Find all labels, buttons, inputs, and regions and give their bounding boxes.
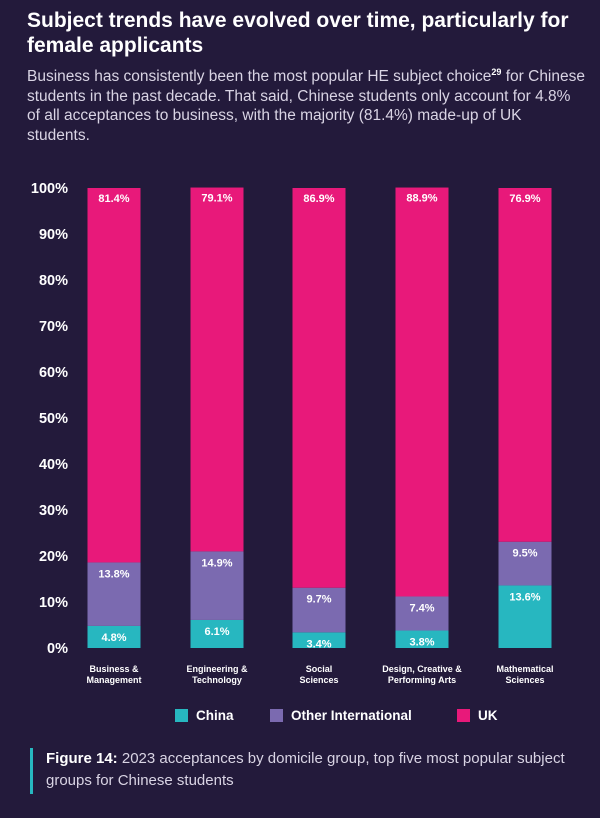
category-label: Sciences xyxy=(505,675,544,685)
bar-segment xyxy=(395,596,449,631)
data-label: 88.9% xyxy=(406,193,437,205)
y-tick-label: 90% xyxy=(39,227,68,243)
bar-segment xyxy=(87,188,141,563)
bar-segment xyxy=(498,541,552,586)
category-label: Technology xyxy=(192,675,242,685)
legend-item: Other International xyxy=(270,708,412,723)
stacked-bar-chart: 0% 10% 20% 30% 40% 50% 60% 70% 80% 90% 100% 4.8% 13… xyxy=(31,181,554,685)
bar-segment xyxy=(395,187,449,597)
figure-label: Figure 14: xyxy=(46,750,118,767)
data-label: 3.4% xyxy=(306,638,331,650)
y-tick-label: 10% xyxy=(39,595,68,611)
data-label: 79.1% xyxy=(201,193,232,205)
bar-segment xyxy=(292,587,346,633)
bars xyxy=(87,187,552,648)
legend: China Other International UK xyxy=(0,708,600,728)
data-label: 7.4% xyxy=(409,602,434,614)
data-label: 86.9% xyxy=(303,193,334,205)
chart-title: Subject trends have evolved over time, p… xyxy=(27,9,569,57)
bar-segment xyxy=(395,630,449,648)
figure-caption-text: 2023 acceptances by domicile group, top … xyxy=(46,750,565,789)
data-label: 13.6% xyxy=(509,591,540,603)
legend-item: China xyxy=(175,708,234,723)
y-axis: 0% 10% 20% 30% 40% 50% 60% 70% 80% 90% 100% xyxy=(31,181,68,657)
footnote-ref: 29 xyxy=(491,67,502,77)
bar-segment xyxy=(190,187,244,552)
y-tick-label: 80% xyxy=(39,273,68,289)
data-label: 76.9% xyxy=(509,193,540,205)
legend-swatch xyxy=(457,709,470,722)
data-labels: 4.8% 13.8% 81.4% 6.1% 14.9% 79.1% 3.4% 9.7% 86.9… xyxy=(98,193,540,651)
subtitle-text-cont: for Chinese students in the past decade.… xyxy=(27,68,585,144)
bar-segment xyxy=(87,562,141,626)
bar-segment xyxy=(292,632,346,648)
chart-subtitle: Business has consistently been the most … xyxy=(27,67,587,145)
data-label: 6.1% xyxy=(204,626,229,638)
figure-caption: Figure 14: 2023 acceptances by domicile … xyxy=(30,748,586,794)
category-label: Business & xyxy=(89,664,139,674)
y-tick-label: 40% xyxy=(39,457,68,473)
bar-segment xyxy=(498,585,552,648)
data-label: 9.5% xyxy=(512,548,537,560)
bar-segment xyxy=(292,188,346,588)
legend-label: Other International xyxy=(291,708,412,723)
legend-swatch xyxy=(175,709,188,722)
y-tick-label: 70% xyxy=(39,319,68,335)
data-label: 4.8% xyxy=(101,632,126,644)
legend-label: UK xyxy=(478,708,498,723)
bar-segment xyxy=(498,188,552,542)
data-label: 13.8% xyxy=(98,568,129,580)
x-axis: Business &Management Engineering &Technol… xyxy=(86,664,553,685)
bar-segment xyxy=(190,619,244,648)
subtitle-text: Business has consistently been the most … xyxy=(27,68,492,85)
y-tick-label: 20% xyxy=(39,549,68,565)
bar-segment xyxy=(87,625,141,648)
bar-segment xyxy=(190,551,244,620)
legend-swatch xyxy=(270,709,283,722)
y-tick-label: 50% xyxy=(39,411,68,427)
category-label: Engineering & xyxy=(186,664,248,674)
category-label: Management xyxy=(86,675,141,685)
data-label: 3.8% xyxy=(409,637,434,649)
category-label: Mathematical xyxy=(496,664,553,674)
category-label: Social xyxy=(306,664,333,674)
category-label: Performing Arts xyxy=(388,675,456,685)
data-label: 81.4% xyxy=(98,193,129,205)
legend-label: China xyxy=(196,708,234,723)
data-label: 9.7% xyxy=(306,594,331,606)
y-tick-label: 0% xyxy=(47,641,68,657)
data-label: 14.9% xyxy=(201,557,232,569)
legend-item: UK xyxy=(457,708,498,723)
y-tick-label: 30% xyxy=(39,503,68,519)
y-tick-label: 100% xyxy=(31,181,68,197)
category-label: Design, Creative & xyxy=(382,664,462,674)
category-label: Sciences xyxy=(299,675,338,685)
y-tick-label: 60% xyxy=(39,365,68,381)
